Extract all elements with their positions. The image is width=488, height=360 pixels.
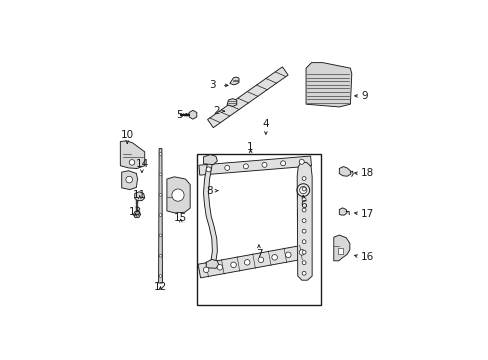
Polygon shape: [339, 167, 350, 176]
Circle shape: [302, 176, 305, 180]
Text: 10: 10: [121, 130, 134, 140]
Polygon shape: [203, 157, 217, 265]
Text: 13: 13: [129, 207, 142, 217]
Text: 2: 2: [213, 106, 220, 116]
Circle shape: [299, 249, 304, 255]
Circle shape: [296, 184, 309, 197]
Polygon shape: [339, 208, 346, 215]
Polygon shape: [229, 77, 239, 85]
Circle shape: [302, 229, 305, 233]
Polygon shape: [166, 177, 190, 213]
Text: 16: 16: [360, 252, 373, 262]
Circle shape: [159, 254, 162, 257]
Circle shape: [302, 198, 305, 202]
Circle shape: [299, 186, 306, 194]
Circle shape: [302, 250, 305, 254]
Circle shape: [206, 167, 211, 172]
Circle shape: [125, 176, 132, 183]
Polygon shape: [333, 235, 349, 261]
Polygon shape: [133, 211, 140, 218]
Circle shape: [159, 214, 162, 216]
Polygon shape: [203, 155, 217, 165]
Polygon shape: [305, 63, 351, 107]
Circle shape: [159, 173, 162, 176]
Polygon shape: [226, 99, 236, 107]
Text: 5: 5: [176, 110, 183, 120]
Circle shape: [224, 165, 229, 170]
Text: 8: 8: [206, 186, 213, 196]
Circle shape: [302, 261, 305, 265]
Circle shape: [159, 234, 162, 237]
Polygon shape: [158, 149, 162, 283]
Circle shape: [159, 153, 162, 156]
Circle shape: [230, 262, 236, 267]
Polygon shape: [207, 67, 287, 128]
Polygon shape: [135, 192, 144, 201]
Circle shape: [271, 255, 277, 260]
Circle shape: [285, 252, 290, 258]
Circle shape: [135, 213, 138, 216]
Text: 3: 3: [209, 80, 216, 90]
Text: 14: 14: [135, 159, 148, 169]
Circle shape: [244, 260, 249, 265]
Text: 1: 1: [247, 142, 253, 152]
Circle shape: [129, 159, 135, 165]
Circle shape: [302, 187, 305, 191]
Polygon shape: [189, 110, 196, 119]
Text: 6: 6: [299, 200, 306, 210]
Circle shape: [299, 159, 304, 164]
Circle shape: [302, 240, 305, 244]
Polygon shape: [297, 162, 311, 280]
Circle shape: [302, 208, 305, 212]
Polygon shape: [199, 156, 311, 175]
Circle shape: [302, 271, 305, 275]
Polygon shape: [122, 171, 137, 190]
Bar: [196, 154, 321, 305]
Circle shape: [159, 193, 162, 196]
Circle shape: [217, 265, 222, 270]
Circle shape: [280, 161, 285, 166]
Text: 7: 7: [255, 249, 262, 259]
Circle shape: [172, 189, 183, 201]
Circle shape: [258, 257, 263, 262]
Text: 17: 17: [360, 209, 373, 219]
Text: 15: 15: [174, 213, 187, 223]
Circle shape: [243, 164, 248, 169]
Polygon shape: [120, 141, 144, 168]
Circle shape: [302, 219, 305, 222]
Text: 4: 4: [262, 119, 268, 129]
Text: 12: 12: [154, 282, 167, 292]
Circle shape: [262, 162, 266, 167]
Circle shape: [203, 267, 208, 273]
Polygon shape: [206, 260, 218, 268]
Text: 18: 18: [360, 168, 373, 179]
Text: 11: 11: [133, 190, 146, 200]
Polygon shape: [198, 244, 309, 278]
Bar: [337, 248, 342, 254]
Circle shape: [159, 275, 162, 278]
Text: 9: 9: [361, 91, 367, 101]
